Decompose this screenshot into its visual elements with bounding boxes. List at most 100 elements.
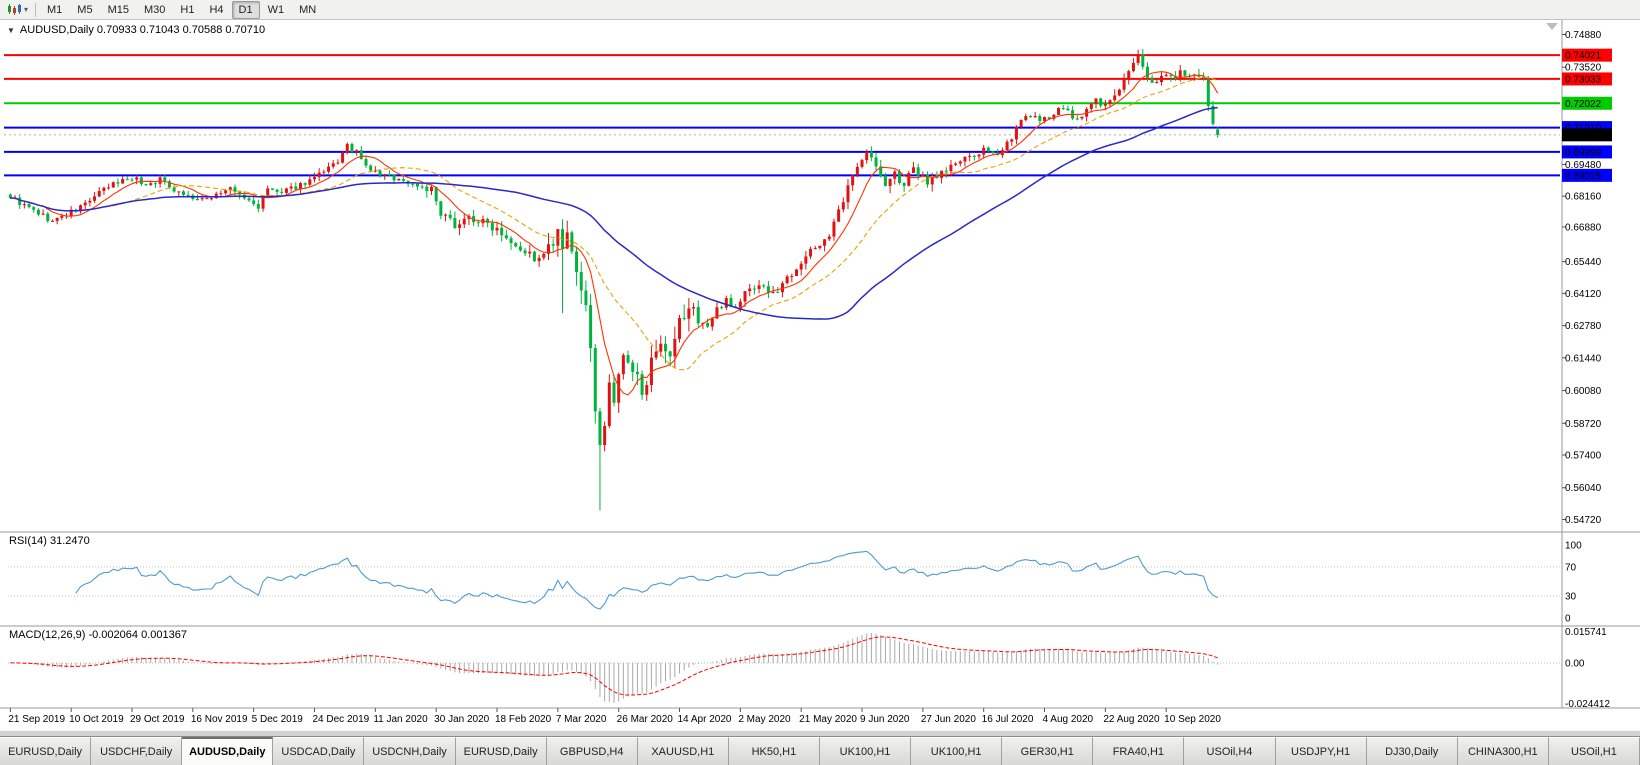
horizontal-level-lines[interactable] [4, 54, 1560, 177]
timeframe-button-M5[interactable]: M5 [77, 3, 93, 16]
svg-text:0.69999: 0.69999 [1565, 147, 1602, 158]
svg-text:24 Dec 2019: 24 Dec 2019 [313, 714, 370, 725]
chart-type-icon[interactable]: ▾ [3, 1, 31, 19]
collapse-chart-icon[interactable]: ▼ [7, 25, 15, 35]
chart-tab-AUDUSD-Daily[interactable]: AUDUSD,Daily [182, 737, 274, 765]
timeframe-toolbar: ▾ M1 M5 M15 M30 H1 H4 D1 W1 MN [0, 0, 1640, 20]
svg-text:100: 100 [1565, 541, 1582, 552]
svg-text:9 Jun 2020: 9 Jun 2020 [860, 714, 910, 725]
tab-strip [0, 730, 1640, 736]
chart-background [0, 20, 1640, 730]
current-price-badge [1562, 128, 1612, 142]
svg-text:11 Jan 2020: 11 Jan 2020 [373, 714, 428, 725]
timeframe-button-H1[interactable]: H1 [180, 3, 195, 16]
chart-title: ▼ AUDUSD,Daily 0.70933 0.71043 0.70588 0… [7, 24, 265, 36]
chart-tab-DJ30-Daily[interactable]: DJ30,Daily [1366, 737, 1458, 765]
svg-text:0.73033: 0.73033 [1565, 74, 1602, 85]
price-badge-0.73033 [1562, 72, 1612, 86]
chart-canvas[interactable]: 0.74880 0.73520 0.69480 0.68160 0.66880 0.654… [0, 20, 1640, 730]
svg-text:0.72022: 0.72022 [1565, 99, 1602, 110]
svg-text:16 Nov 2019: 16 Nov 2019 [191, 714, 248, 725]
svg-text:0.64120: 0.64120 [1565, 289, 1602, 300]
chart-tab-UK100-H1[interactable]: UK100,H1 [819, 737, 912, 765]
svg-text:18 Feb 2020: 18 Feb 2020 [495, 714, 552, 725]
macd-indicator-label: MACD(12,26,9) -0.002064 0.001367 [9, 629, 187, 641]
svg-text:22 Aug 2020: 22 Aug 2020 [1103, 714, 1160, 725]
svg-text:30: 30 [1565, 592, 1577, 603]
chart-tab-UK100-H1[interactable]: UK100,H1 [911, 737, 1003, 765]
chart-tab-USOil-H1[interactable]: USOil,H1 [1548, 737, 1640, 765]
toolbar-separator [35, 2, 37, 17]
svg-text:0.60080: 0.60080 [1565, 386, 1602, 397]
chart-tab-HK50-H1[interactable]: HK50,H1 [728, 737, 820, 765]
svg-text:70: 70 [1565, 562, 1577, 573]
svg-text:26 Mar 2020: 26 Mar 2020 [617, 714, 674, 725]
candlestick-series [8, 49, 1220, 511]
chart-tab-CHINA300-H1[interactable]: CHINA300,H1 [1457, 737, 1549, 765]
svg-text:4 Aug 2020: 4 Aug 2020 [1043, 714, 1094, 725]
chart-tab-FRA40-H1[interactable]: FRA40,H1 [1093, 737, 1185, 765]
timeframe-button-MN[interactable]: MN [299, 3, 317, 16]
timeframe-button-D1[interactable]: D1 [231, 0, 260, 19]
svg-text:0.73520: 0.73520 [1565, 63, 1602, 74]
chart-tab-USDJPY-H1[interactable]: USDJPY,H1 [1275, 737, 1367, 765]
svg-text:7 Mar 2020: 7 Mar 2020 [556, 714, 607, 725]
svg-text:0.015741: 0.015741 [1565, 627, 1607, 638]
svg-text:0.66880: 0.66880 [1565, 222, 1602, 233]
price-badge-0.72022 [1562, 96, 1612, 110]
svg-text:0.65440: 0.65440 [1565, 257, 1602, 268]
timeframe-button-H4[interactable]: H4 [209, 3, 224, 16]
timeframe-button-M1[interactable]: M1 [47, 3, 63, 16]
chart-tab-USDCAD-Daily[interactable]: USDCAD,Daily [273, 737, 365, 765]
svg-text:0.54720: 0.54720 [1565, 515, 1602, 526]
rsi-indicator-label: RSI(14) 31.2470 [9, 535, 90, 547]
chart-tab-EURUSD-Daily[interactable]: EURUSD,Daily [455, 737, 547, 765]
chart-tab-bar: EURUSD,Daily USDCHF,Daily AUDUSD,Daily USDC… [0, 736, 1640, 765]
macd-signal-line [10, 636, 1218, 696]
svg-text:0.74021: 0.74021 [1565, 51, 1602, 62]
time-axis[interactable] [9, 708, 1167, 712]
svg-text:2 May 2020: 2 May 2020 [738, 714, 791, 725]
svg-text:10 Oct 2019: 10 Oct 2019 [69, 714, 124, 725]
price-axis[interactable] [1562, 33, 1566, 521]
svg-text:0.56040: 0.56040 [1565, 483, 1602, 494]
chart-tabs-area: EURUSD,Daily USDCHF,Daily AUDUSD,Daily USDC… [0, 730, 1640, 765]
svg-text:0: 0 [1565, 614, 1571, 625]
svg-text:30 Jan 2020: 30 Jan 2020 [434, 714, 489, 725]
svg-text:10 Sep 2020: 10 Sep 2020 [1164, 714, 1221, 725]
svg-text:0.57400: 0.57400 [1565, 451, 1602, 462]
svg-text:0.62780: 0.62780 [1565, 321, 1602, 332]
chart-tab-GER30-H1[interactable]: GER30,H1 [1002, 737, 1094, 765]
svg-text:5 Dec 2019: 5 Dec 2019 [252, 714, 304, 725]
chart-title-text: AUDUSD,Daily 0.70933 0.71043 0.70588 0.7… [19, 24, 266, 36]
chart-tab-USDCHF-Daily[interactable]: USDCHF,Daily [91, 737, 183, 765]
svg-text:0.69025: 0.69025 [1565, 171, 1602, 182]
price-badge-0.69999 [1562, 145, 1612, 159]
moving-average-55-line [10, 106, 1218, 320]
price-badge-0.74021 [1562, 48, 1612, 62]
timeframe-button-M15[interactable]: M15 [107, 3, 129, 16]
timeframe-buttons-group: M1 M5 M15 M30 H1 H4 D1 W1 MN [40, 0, 323, 19]
svg-text:29 Oct 2019: 29 Oct 2019 [130, 714, 185, 725]
chart-tab-USOil-H4[interactable]: USOil,H4 [1184, 737, 1276, 765]
svg-text:-0.024412: -0.024412 [1565, 699, 1610, 710]
svg-text:0.58720: 0.58720 [1565, 419, 1602, 430]
chart-tab-XAUUSD-H1[interactable]: XAUUSD,H1 [637, 737, 729, 765]
svg-text:21 Sep 2019: 21 Sep 2019 [8, 714, 65, 725]
svg-text:0.68160: 0.68160 [1565, 192, 1602, 203]
price-badge-0.69025 [1562, 168, 1612, 182]
chart-tab-EURUSD-Daily[interactable]: EURUSD,Daily [0, 737, 92, 765]
moving-average-21-line [10, 76, 1218, 371]
svg-text:14 Apr 2020: 14 Apr 2020 [678, 714, 732, 725]
svg-text:0.74880: 0.74880 [1565, 30, 1602, 41]
chart-tab-GBPUSD-H4[interactable]: GBPUSD,H4 [546, 737, 638, 765]
svg-text:21 May 2020: 21 May 2020 [799, 714, 857, 725]
svg-text:16 Jul 2020: 16 Jul 2020 [982, 714, 1034, 725]
timeframe-button-M30[interactable]: M30 [143, 3, 166, 16]
rsi-line [75, 550, 1218, 610]
timeframe-button-W1[interactable]: W1 [267, 3, 285, 16]
svg-text:0.00: 0.00 [1565, 658, 1585, 669]
chart-shift-marker[interactable] [1546, 23, 1558, 30]
chart-tab-USDCNH-Daily[interactable]: USDCNH,Daily [364, 737, 456, 765]
